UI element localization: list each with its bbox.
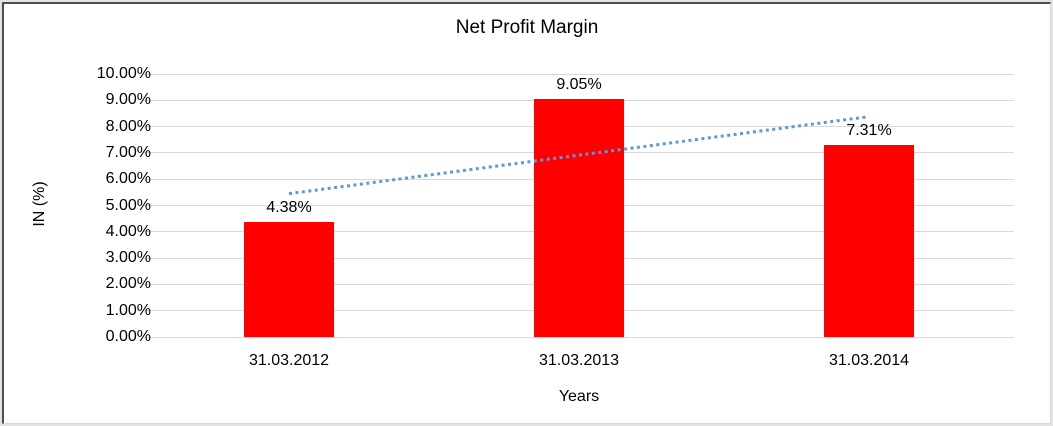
bar-data-label: 7.31% [846, 121, 892, 139]
gridline [144, 336, 1014, 338]
bar-31.03.2014 [824, 144, 914, 337]
y-axis-tick-label: 0.00% [105, 328, 151, 345]
x-axis-tick-label: 31.03.2014 [828, 352, 910, 369]
trendline [288, 115, 870, 196]
y-axis-tick-label: 3.00% [105, 249, 151, 267]
y-axis-tick-label: 4.00% [105, 222, 151, 240]
y-axis-tick-label: 8.00% [105, 117, 151, 135]
y-axis-tick-label: 9.00% [105, 91, 151, 109]
y-axis-tick-label: 7.00% [105, 143, 151, 161]
x-axis-tick-label: 31.03.2012 [248, 352, 330, 369]
x-axis-title: Years [558, 388, 600, 405]
bar-data-label: 4.38% [266, 198, 312, 216]
y-axis-tick-label: 2.00% [105, 275, 151, 293]
y-axis-tick-label: 1.00% [105, 301, 151, 319]
chart-title: Net Profit Margin [455, 17, 599, 38]
bar-31.03.2012 [244, 221, 334, 337]
x-axis-tick-label: 31.03.2013 [538, 352, 620, 369]
y-axis-tick-label: 10.00% [96, 65, 151, 82]
y-axis-tick-label: 6.00% [105, 170, 151, 188]
gridline [144, 73, 1014, 75]
y-axis-title: IN (%) [31, 181, 48, 227]
y-axis-tick-label: 5.00% [105, 196, 151, 214]
plot-area: 4.38% 9.05% 7.31% [144, 73, 1014, 338]
bar-data-label: 9.05% [556, 75, 602, 93]
bar-31.03.2013 [534, 99, 624, 337]
